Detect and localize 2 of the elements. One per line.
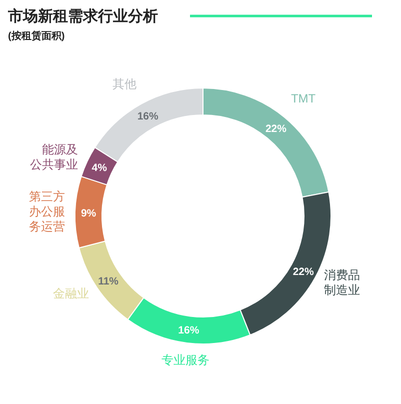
subtitle: (按租赁面积) [8, 31, 65, 42]
title: 市场新租需求行业分析 [8, 8, 158, 25]
